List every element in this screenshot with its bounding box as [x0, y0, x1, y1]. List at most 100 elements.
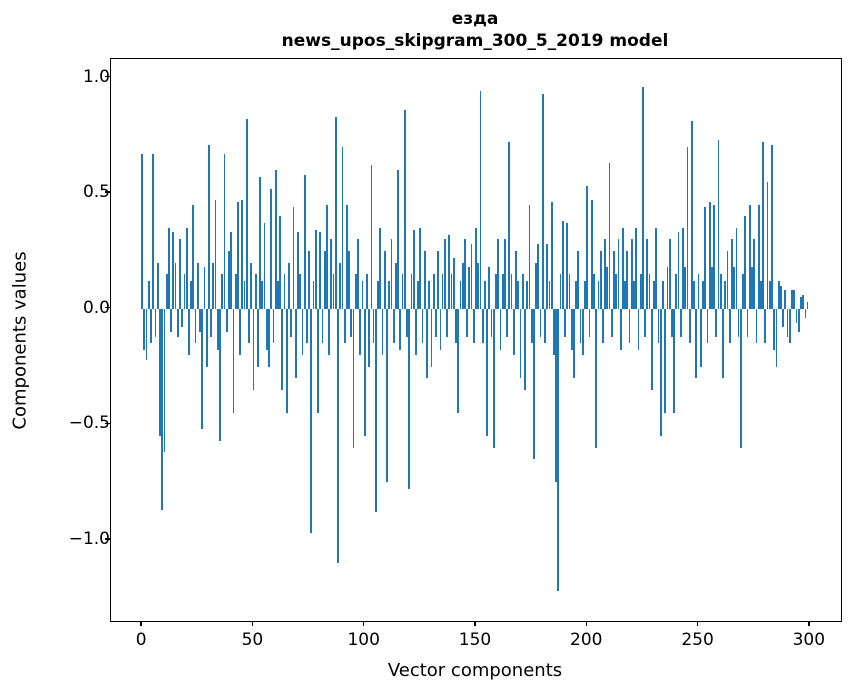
bar — [550, 202, 553, 309]
bar — [257, 308, 259, 367]
y-tick-label: 0.0 — [82, 297, 110, 318]
bar — [797, 308, 800, 332]
bar — [428, 281, 431, 309]
bar — [388, 281, 391, 309]
bar — [590, 200, 593, 309]
bar — [381, 308, 384, 356]
bar — [677, 232, 680, 309]
bar — [762, 142, 764, 309]
bar — [263, 223, 266, 309]
bar — [181, 308, 184, 328]
bar — [541, 93, 544, 309]
bar — [715, 308, 718, 337]
bar — [780, 285, 782, 309]
bar — [472, 308, 475, 344]
bar — [283, 274, 286, 309]
bar — [432, 274, 435, 309]
bar — [303, 174, 306, 309]
x-tick-mark — [585, 621, 587, 626]
bar — [564, 308, 566, 337]
bar — [230, 232, 233, 309]
bar — [622, 227, 624, 309]
y-tick-label: 1.0 — [82, 66, 110, 87]
bar — [406, 308, 408, 337]
bar — [455, 308, 457, 344]
bar — [786, 308, 789, 337]
bar — [216, 308, 219, 351]
x-tick-label: 300 — [792, 630, 826, 650]
bar — [232, 308, 235, 413]
bar — [699, 308, 702, 367]
bar — [490, 308, 493, 337]
bar — [719, 274, 722, 309]
bar — [234, 274, 237, 309]
bar — [782, 308, 784, 328]
bar — [639, 274, 642, 309]
bar — [539, 308, 542, 337]
bar — [637, 308, 640, 351]
bar — [203, 267, 206, 309]
bar — [711, 267, 713, 309]
bar — [735, 227, 738, 309]
bar — [806, 301, 809, 309]
bar — [753, 239, 756, 309]
x-axis-label: Vector components — [387, 660, 563, 681]
bar — [261, 281, 264, 309]
bar — [383, 250, 386, 309]
bar — [377, 281, 379, 309]
bar — [437, 250, 440, 309]
bar — [397, 170, 399, 309]
bar — [628, 308, 631, 344]
bar — [343, 308, 346, 344]
bar — [755, 308, 758, 344]
bar — [704, 207, 707, 309]
bar — [390, 239, 393, 309]
bar — [361, 281, 364, 309]
x-tick-mark — [251, 621, 254, 626]
bar — [635, 227, 638, 309]
bar — [188, 308, 190, 356]
bar — [695, 308, 698, 379]
bar — [435, 308, 437, 337]
bar — [577, 250, 580, 309]
bar — [359, 308, 362, 356]
bar — [294, 308, 297, 379]
bar — [341, 146, 344, 309]
bar — [708, 202, 711, 309]
bar — [145, 308, 148, 360]
bar — [777, 281, 780, 309]
bar — [791, 290, 793, 309]
bar — [737, 308, 740, 337]
bar — [555, 308, 557, 483]
bar — [559, 274, 562, 309]
chart-title-block: езда news_upos_skipgram_300_5_2019 model — [110, 8, 840, 52]
bar — [314, 230, 317, 309]
bar — [501, 274, 504, 309]
bar — [468, 267, 471, 309]
bar — [510, 274, 513, 309]
bar — [526, 281, 529, 309]
bar — [297, 232, 299, 309]
bar — [679, 308, 682, 337]
bar — [682, 227, 684, 309]
bar — [190, 281, 192, 309]
bar — [212, 262, 215, 309]
bar — [223, 153, 226, 309]
bar — [403, 109, 406, 309]
bar — [408, 308, 411, 490]
y-tick-mark — [105, 422, 110, 425]
bar — [446, 308, 448, 337]
bar — [495, 274, 497, 309]
bar — [457, 308, 460, 413]
bar — [606, 267, 609, 309]
x-tick-label: 0 — [135, 630, 147, 650]
bar — [588, 308, 591, 337]
bar — [633, 281, 635, 309]
bar — [800, 297, 802, 309]
bar — [802, 294, 805, 309]
bar — [477, 262, 480, 309]
bar — [352, 308, 355, 448]
bar — [726, 250, 729, 309]
bar — [439, 308, 442, 351]
